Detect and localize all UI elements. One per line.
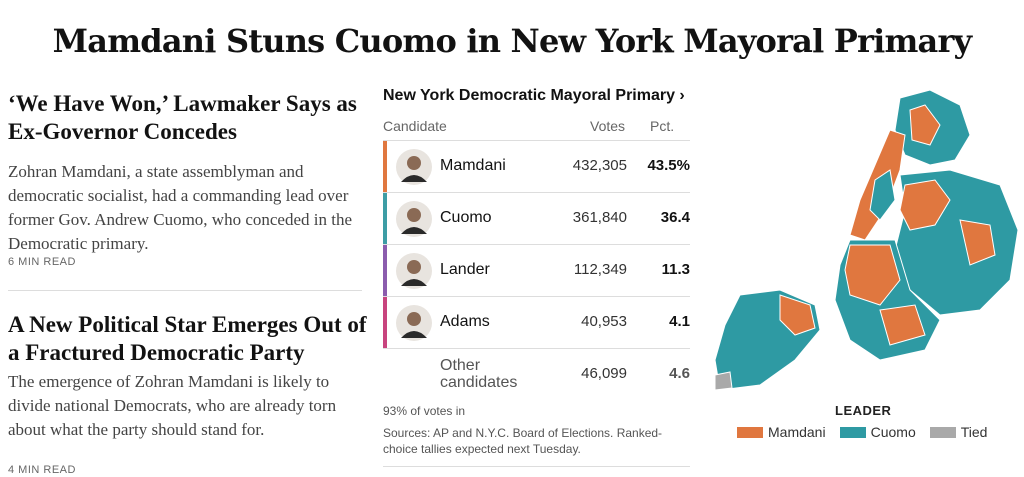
divider <box>383 466 690 467</box>
district <box>879 304 926 346</box>
candidate-name: Adams <box>440 313 490 330</box>
district <box>714 371 733 391</box>
legend-swatch <box>929 426 956 438</box>
result-row: Adams 40,953 4.1 <box>383 296 690 349</box>
legend-item: Cuomo <box>839 424 916 440</box>
column-header: Votes <box>590 118 626 134</box>
candidate-name: Cuomo <box>440 209 492 226</box>
district <box>959 219 996 266</box>
votes: 112,349 <box>573 261 627 278</box>
percent: 11.3 <box>661 261 690 278</box>
results-title[interactable]: New York Democratic Mayoral Primary › <box>383 87 685 104</box>
candidate-color <box>383 193 387 245</box>
percent: 43.5% <box>647 157 690 174</box>
district <box>909 104 941 146</box>
district <box>844 244 901 306</box>
legend-title: LEADER <box>835 403 892 418</box>
result-row: Lander 112,349 11.3 <box>383 244 690 297</box>
page-title: Mamdani Stuns Cuomo in New York Mayoral … <box>52 22 972 60</box>
legend-label: Mamdani <box>768 424 826 440</box>
district <box>869 169 896 221</box>
candidate-color <box>383 141 387 193</box>
map <box>714 90 1019 391</box>
story-headline[interactable]: A New Political Star Emerges Out of a Fr… <box>8 312 367 365</box>
legend-swatch <box>737 426 763 438</box>
read-time: 4 MIN READ <box>8 464 76 476</box>
legend-label: Tied <box>960 424 988 440</box>
votes: 40,953 <box>581 313 627 330</box>
votes: 361,840 <box>572 209 627 226</box>
result-row: Mamdani 432,305 43.5% <box>383 140 690 193</box>
result-row: Other candidates 46,099 4.6 <box>383 348 690 401</box>
legend: Mamdani Cuomo Tied <box>737 424 987 440</box>
candidate-color <box>383 297 387 349</box>
legend-swatch <box>839 426 866 438</box>
read-time: 6 MIN READ <box>8 256 76 268</box>
candidate-name: Lander <box>440 261 490 278</box>
candidate-name: Mamdani <box>440 157 506 174</box>
percent: 4.6 <box>669 365 690 382</box>
candidate-photo <box>396 201 432 237</box>
percent: 4.1 <box>669 313 690 330</box>
legend-item: Mamdani <box>737 424 826 440</box>
district <box>779 294 816 336</box>
story-summary: Zohran Mamdani, a state assemblyman and … <box>8 162 353 253</box>
column-header: Candidate <box>383 118 447 134</box>
votes: 46,099 <box>581 365 627 382</box>
story-summary: The emergence of Zohran Mamdani is likel… <box>8 372 337 439</box>
candidate-photo <box>396 149 432 185</box>
candidate-color <box>383 245 387 297</box>
percent: 36.4 <box>660 209 690 226</box>
column-header: Pct. <box>650 118 675 134</box>
votes: 432,305 <box>572 157 627 174</box>
candidate-photo <box>396 253 432 289</box>
legend-item: Tied <box>929 424 988 440</box>
district <box>899 179 951 231</box>
sources: Sources: AP and N.Y.C. Board of Election… <box>383 426 663 456</box>
reporting: 93% of votes in <box>383 404 466 418</box>
divider <box>8 290 362 291</box>
candidate-photo <box>396 305 432 341</box>
legend-label: Cuomo <box>870 424 916 440</box>
candidate-name: Other candidates <box>440 357 518 391</box>
result-row: Cuomo 361,840 36.4 <box>383 192 690 245</box>
story-headline[interactable]: ‘We Have Won,’ Lawmaker Says as Ex-Gover… <box>8 91 357 144</box>
